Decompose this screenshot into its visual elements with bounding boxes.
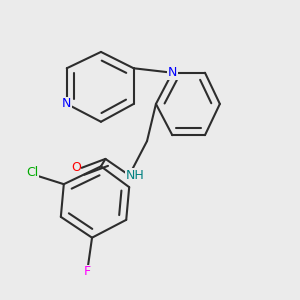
Text: NH: NH — [126, 169, 145, 182]
Text: F: F — [84, 266, 91, 278]
Text: O: O — [71, 161, 81, 174]
Text: Cl: Cl — [26, 166, 39, 179]
Text: N: N — [168, 66, 177, 79]
Text: N: N — [62, 98, 71, 110]
